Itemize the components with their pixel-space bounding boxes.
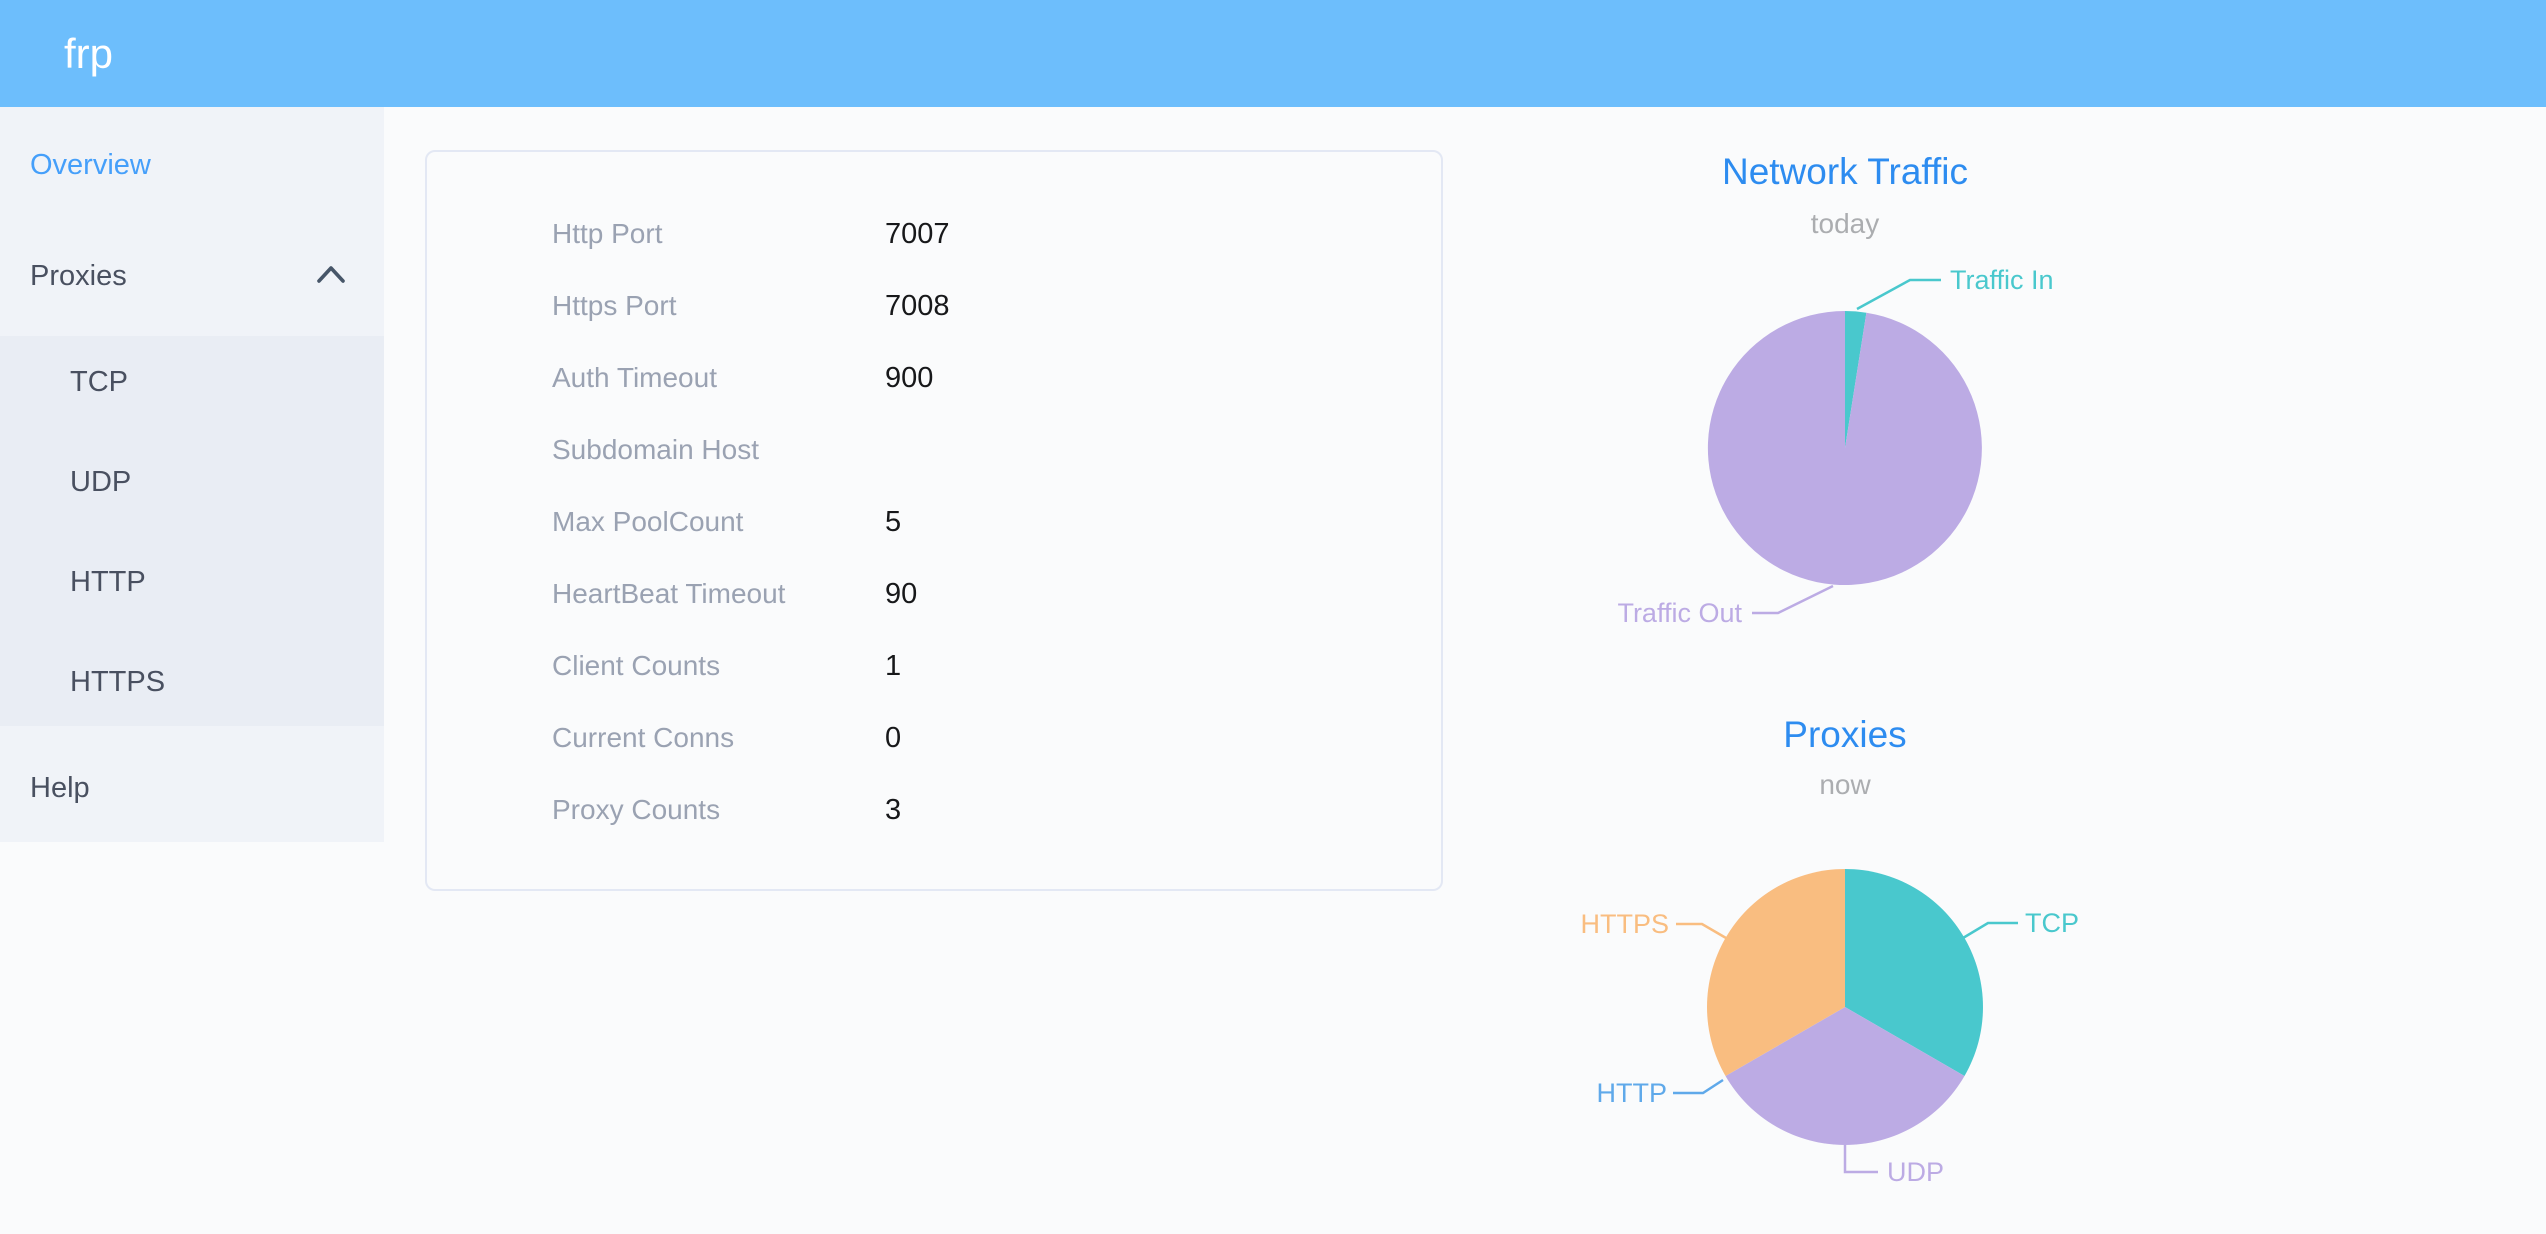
table-row: Auth Timeout 900 [552,342,1412,414]
pie-label-line-https [1676,922,1727,940]
pie-slice-https[interactable] [1707,869,1845,1076]
table-row: Http Port 7007 [552,198,1412,270]
info-label: Proxy Counts [552,794,721,825]
table-row: Https Port 7008 [552,270,1412,342]
chart-subtitle-proxies: now [1819,769,1871,800]
info-label: Client Counts [552,650,721,681]
info-label: Max PoolCount [552,506,744,537]
sidebar-item-http[interactable]: HTTP [70,566,146,598]
server-info-rows: Http Port 7007 Https Port 7008 Auth Time… [552,198,1412,846]
sidebar-item-overview[interactable]: Overview [30,149,151,181]
sidebar-item-udp[interactable]: UDP [70,466,132,498]
info-label: Https Port [552,290,677,321]
pie-slice-udp[interactable] [1725,1007,1965,1145]
info-value: 5 [885,505,902,538]
info-value: 3 [885,793,902,826]
info-value: 7008 [885,289,950,322]
sidebar-item-tcp[interactable]: TCP [70,366,128,398]
table-row: HeartBeat Timeout 90 [552,558,1412,630]
sidebar-item-https[interactable]: HTTPS [70,666,166,698]
pie-label-traffic-out: Traffic Out [1617,598,1742,628]
info-label: Http Port [552,218,663,249]
info-value: 90 [885,577,918,610]
sidebar-item-proxies[interactable]: Proxies [30,260,127,292]
info-value: 900 [885,361,934,394]
pie-label-http: HTTP [1597,1078,1668,1108]
pie-label-line-traffic-in [1856,278,1941,311]
chevron-up-icon[interactable] [316,263,346,287]
chart-title-proxies: Proxies [1783,714,1907,755]
app-logo: frp [64,29,114,77]
pie-label-udp: UDP [1887,1157,1944,1187]
pie-label-line-traffic-out [1752,584,1834,615]
pie-label-line-http [1673,1078,1724,1095]
info-value: 0 [885,721,902,754]
pie-slice-tcp[interactable] [1845,869,1983,1076]
app-header: frp [0,0,2546,107]
pie-label-line-tcp [1962,921,2018,940]
sidebar-item-help[interactable]: Help [30,772,90,804]
pie-slice-traffic-in[interactable] [1845,311,1867,448]
table-row: Client Counts 1 [552,630,1412,702]
pie-label-https: HTTPS [1580,909,1669,939]
chart-subtitle-network-traffic: today [1810,208,1880,239]
pie-label-line-udp [1843,1145,1878,1174]
info-label: Subdomain Host [552,434,760,465]
info-value: 1 [885,649,902,682]
table-row: Subdomain Host [552,414,1412,486]
table-row: Proxy Counts 3 [552,774,1412,846]
pie-slice-traffic-out[interactable] [1707,310,1982,585]
chart-title-network-traffic: Network Traffic [1721,151,1969,192]
info-value: 7007 [885,217,950,250]
pie-label-traffic-in: Traffic In [1950,265,2054,295]
table-row: Current Conns 0 [552,702,1412,774]
table-row: Max PoolCount 5 [552,486,1412,558]
info-label: Auth Timeout [552,362,717,393]
server-info-card [425,150,1443,891]
pie-label-tcp: TCP [2025,908,2079,938]
info-label: Current Conns [552,722,735,753]
info-label: HeartBeat Timeout [552,578,786,609]
sidebar-submenu-panel [0,336,384,726]
